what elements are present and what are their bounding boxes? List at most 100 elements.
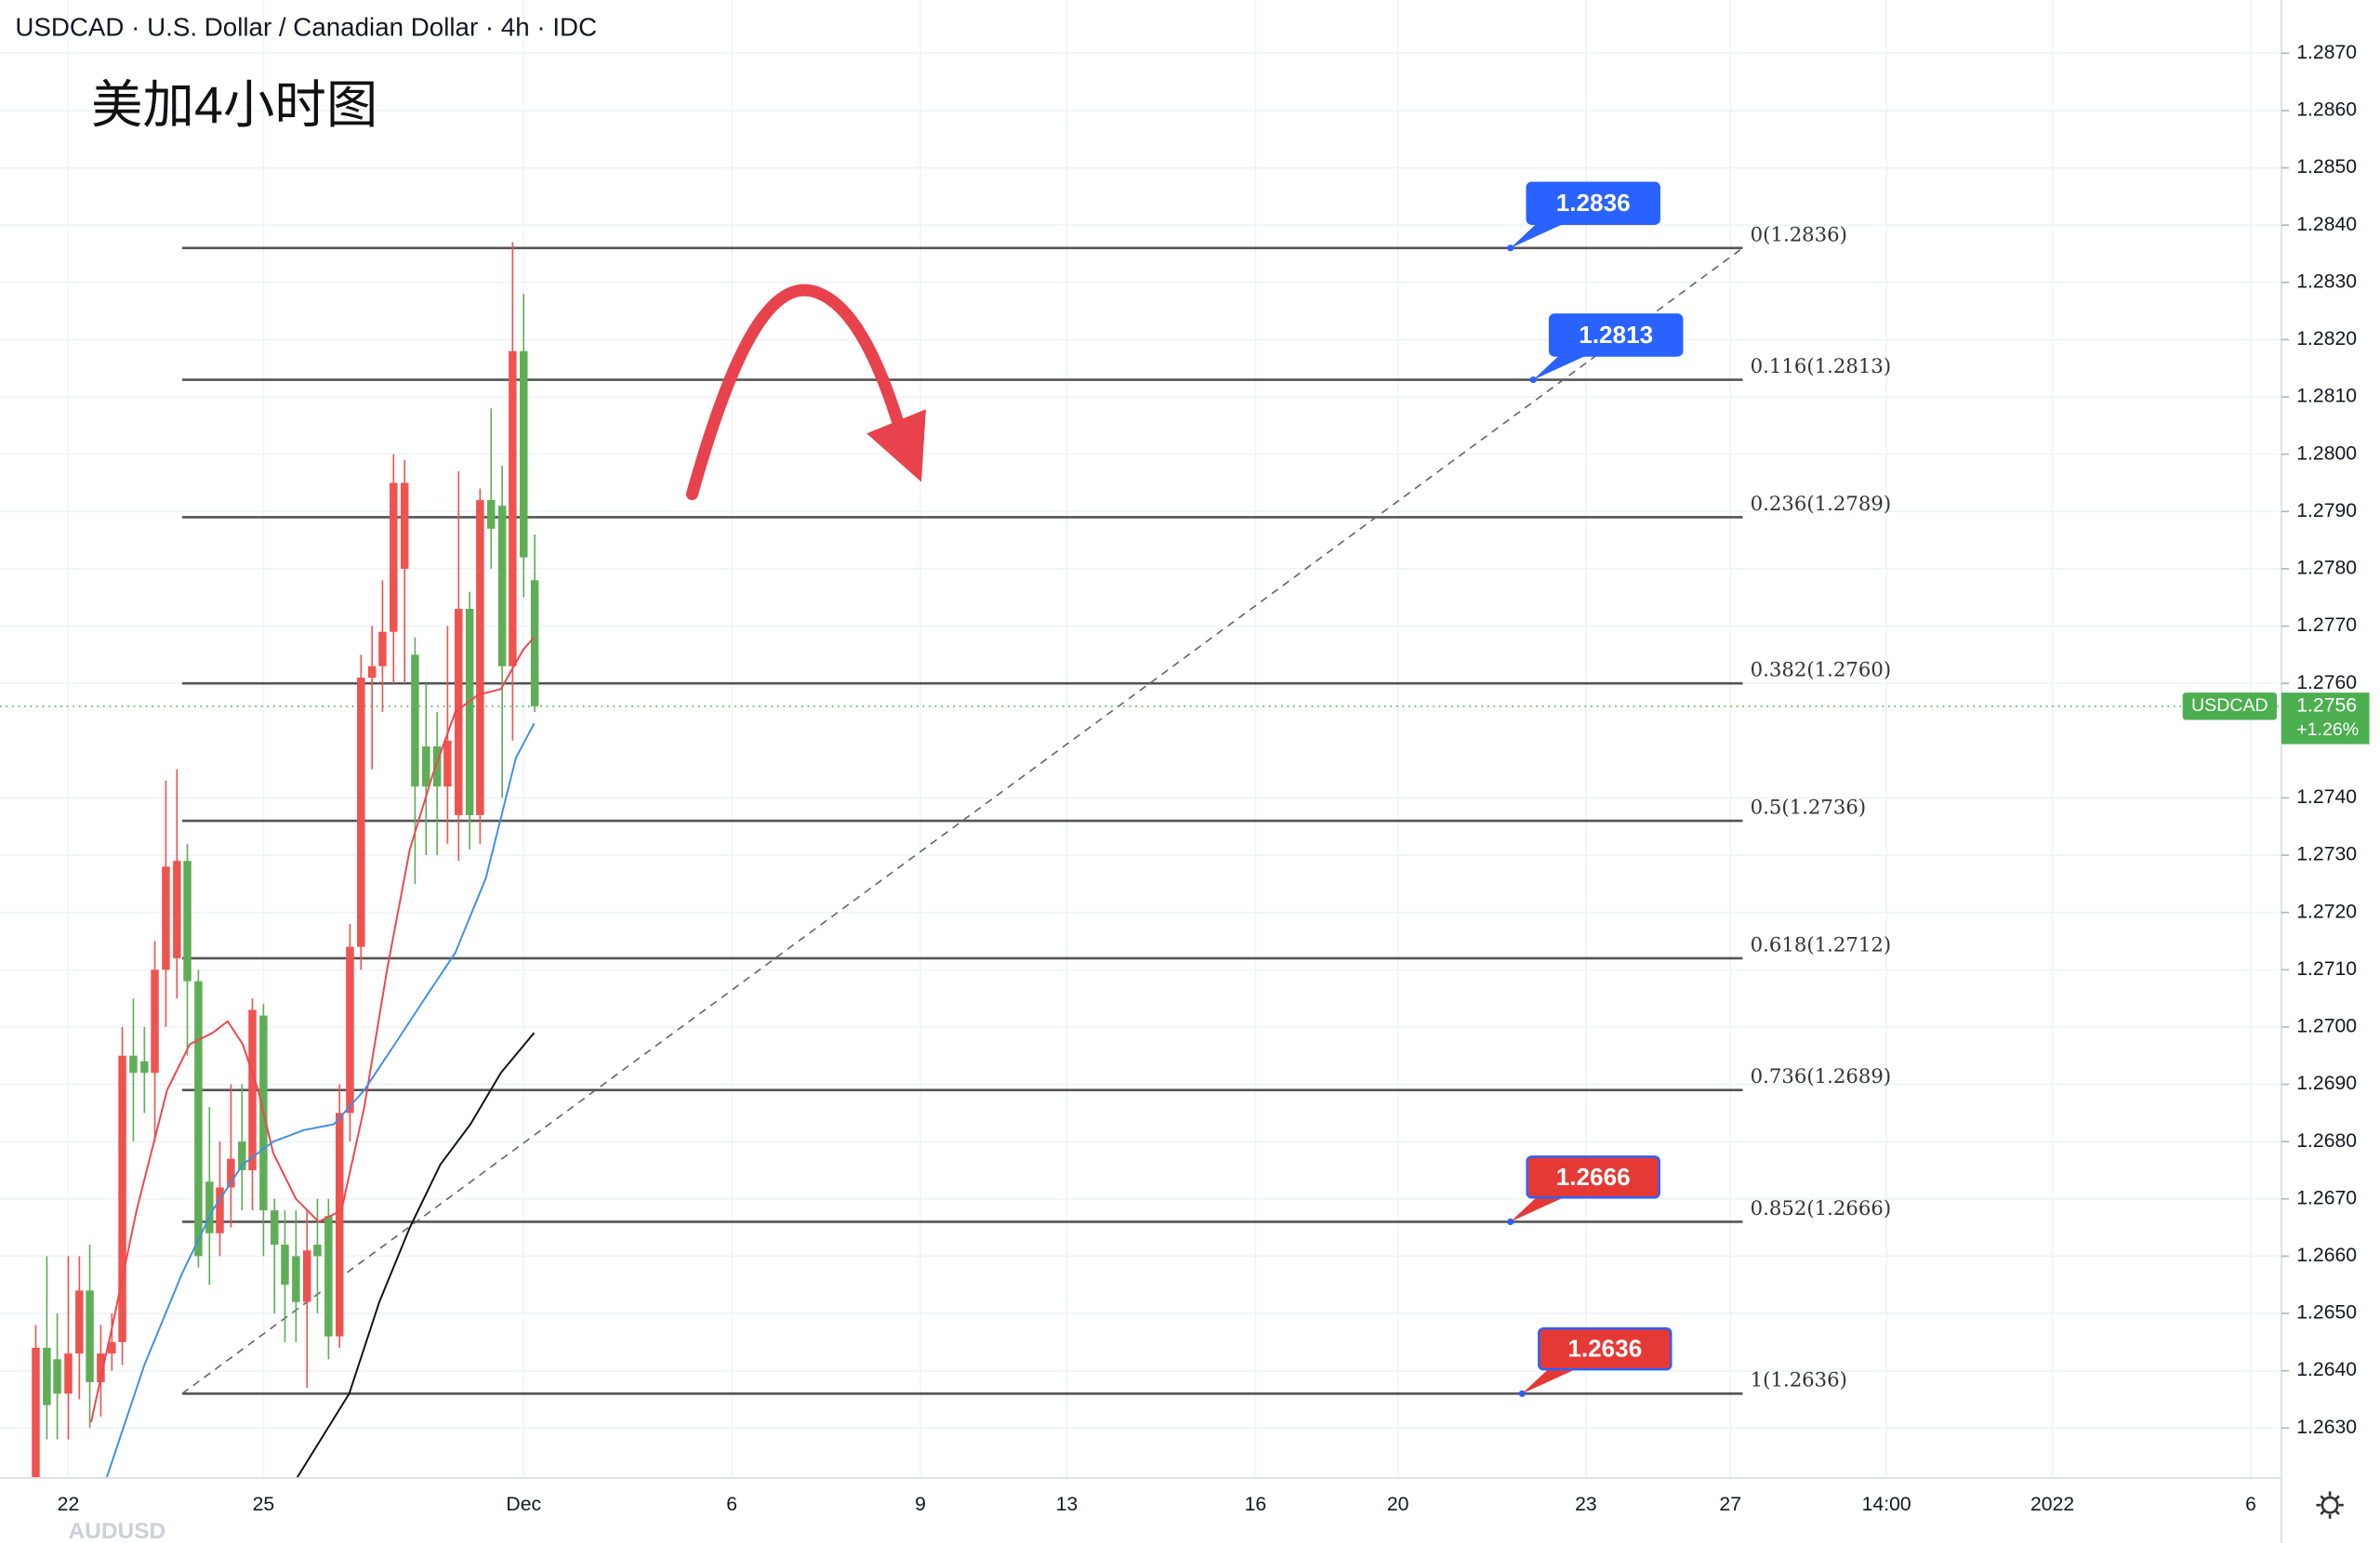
last-symbol: USDCAD [2191, 695, 2268, 716]
candle-body [292, 1256, 300, 1302]
y-tick-label: 1.2780 [2296, 558, 2357, 579]
next-symbol: AUDUSD [68, 1519, 165, 1543]
candle-body [487, 499, 496, 529]
y-tick-label: 1.2730 [2296, 844, 2357, 865]
x-tick-label: Dec [506, 1494, 541, 1515]
x-tick-label: 13 [1056, 1494, 1078, 1515]
x-tick-label: 16 [1245, 1494, 1267, 1515]
candle-body [520, 350, 528, 558]
candle-body [530, 580, 539, 706]
y-tick-label: 1.2830 [2296, 270, 2357, 292]
x-tick-label: 14:00 [1862, 1494, 1911, 1515]
candle-body [465, 609, 474, 815]
candle-body [162, 866, 170, 970]
y-tick-label: 1.2640 [2296, 1359, 2357, 1380]
callout-label: 1.2666 [1556, 1163, 1631, 1191]
last-price-box [2281, 692, 2370, 745]
y-tick-label: 1.2840 [2296, 214, 2357, 235]
fib-label: 0.116(1.2813) [1751, 355, 1892, 378]
candle-body [118, 1055, 126, 1342]
callout-label: 1.2636 [1567, 1335, 1642, 1363]
candle-body [75, 1290, 84, 1354]
x-tick-label: 6 [726, 1494, 737, 1515]
x-tick-label: 27 [1719, 1494, 1741, 1515]
annotation-arrowhead [866, 409, 926, 482]
candle-body [248, 1009, 257, 1170]
callout-box [1526, 181, 1660, 225]
x-tick-label: 9 [915, 1494, 926, 1515]
callout-anchor [1518, 1390, 1526, 1397]
candle-body [367, 666, 377, 679]
candle-body [378, 631, 387, 666]
candle-body [476, 499, 484, 815]
fib-trend-line [181, 247, 1744, 1394]
annotation-text: 美加4小时图 [91, 76, 377, 134]
candle-body [411, 654, 419, 787]
candle-body [313, 1245, 322, 1257]
callout-anchor [1507, 1218, 1514, 1226]
moving-average [296, 1032, 536, 1478]
callout-anchor [1507, 244, 1514, 252]
last-symbol-box [2182, 692, 2277, 720]
candle-body [324, 1216, 333, 1337]
moving-average [105, 722, 536, 1478]
y-tick-label: 1.2820 [2296, 328, 2357, 349]
candle-body [173, 861, 181, 958]
candle-body [205, 1181, 214, 1233]
candle-body [357, 678, 365, 947]
fib-label: 0.852(1.2666) [1751, 1197, 1892, 1220]
x-tick-label: 6 [2245, 1494, 2256, 1515]
last-price: 1.2756 [2296, 694, 2357, 716]
fib-label: 0.382(1.2760) [1751, 659, 1892, 682]
y-tick-label: 1.2650 [2296, 1302, 2357, 1324]
candle-body [497, 506, 507, 666]
y-tick-label: 1.2710 [2296, 958, 2357, 980]
y-tick-label: 1.2660 [2296, 1245, 2357, 1266]
candle-body [129, 1055, 138, 1074]
fib-label: 0.5(1.2736) [1751, 797, 1867, 820]
y-tick-label: 1.2670 [2296, 1187, 2357, 1208]
candle-body [432, 745, 442, 787]
candle-body [336, 1113, 344, 1337]
candle-body [271, 1210, 279, 1246]
candle-body [238, 1141, 246, 1170]
candle-body [455, 609, 463, 815]
last-change: +1.26% [2296, 719, 2359, 740]
candle-body [53, 1359, 61, 1394]
callout-pointer [1533, 355, 1587, 380]
candle-body [509, 350, 517, 666]
candle-body [97, 1353, 105, 1382]
candle-body [216, 1187, 224, 1233]
x-tick-label: 20 [1387, 1494, 1409, 1515]
candle-body [227, 1158, 235, 1188]
y-tick-label: 1.2690 [2296, 1073, 2357, 1094]
plot-area [0, 242, 2281, 1478]
fib-label: 0.236(1.2789) [1751, 493, 1892, 516]
y-tick-label: 1.2860 [2296, 99, 2357, 121]
y-tick-label: 1.2870 [2296, 42, 2357, 63]
candle-body [183, 861, 192, 982]
candle-body [43, 1347, 51, 1405]
callout-anchor [1529, 376, 1537, 384]
callout-box [1548, 313, 1684, 357]
candle-body [422, 745, 430, 787]
y-tick-label: 1.2810 [2296, 386, 2357, 407]
candle-body [151, 969, 159, 1074]
callout-box [1538, 1326, 1673, 1371]
y-tick-label: 1.2700 [2296, 1016, 2357, 1037]
x-tick-label: 22 [58, 1494, 80, 1515]
settings-icon[interactable] [2316, 1491, 2344, 1519]
y-tick-label: 1.2740 [2296, 786, 2357, 808]
candle-body [86, 1290, 94, 1382]
fib-label: 0.736(1.2689) [1751, 1065, 1892, 1088]
fib-label: 0(1.2836) [1751, 223, 1847, 246]
candle-body [108, 1341, 116, 1354]
moving-average [90, 637, 536, 1423]
annotation-arrow [685, 284, 906, 501]
y-tick-label: 1.2850 [2296, 156, 2357, 178]
candle-body [390, 482, 398, 632]
x-tick-label: 23 [1575, 1494, 1597, 1515]
candle-body [400, 482, 409, 569]
